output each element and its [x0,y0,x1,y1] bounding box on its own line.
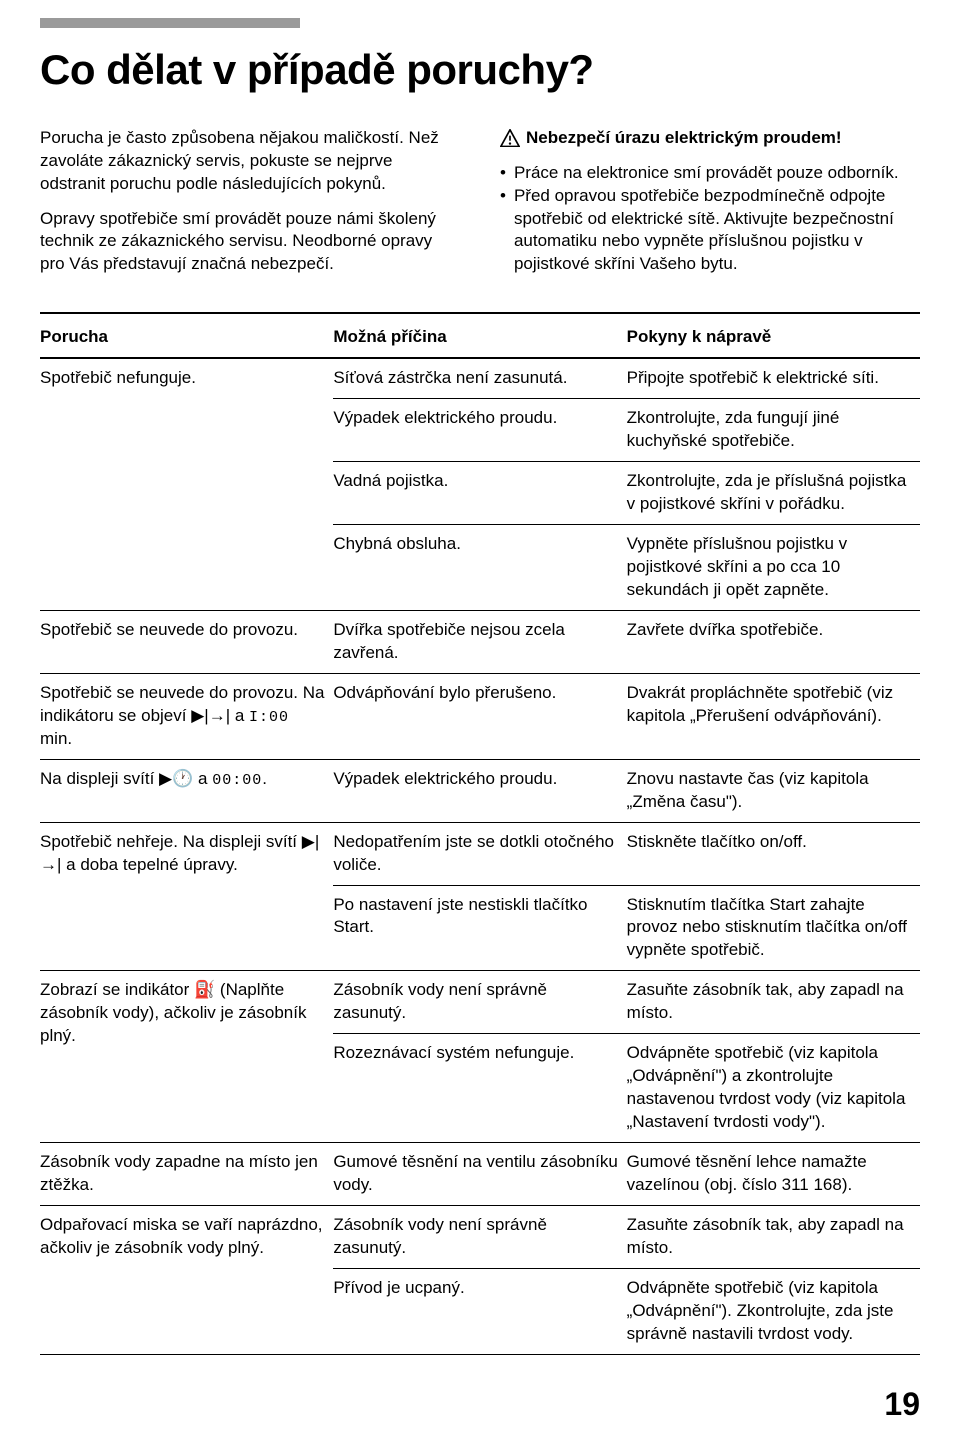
cell-remedy: Připojte spotřebič k elektrické síti. [627,358,920,398]
cell-remedy: Stisknutím tlačítka Start zahajte provoz… [627,885,920,971]
cell-cause: Po nastavení jste nestiskli tlačítko Sta… [333,885,626,971]
table-row: Spotřebič nefunguje.Síťová zástrčka není… [40,358,920,398]
table-row: Zobrazí se indikátor ⛽ (Naplňte zásobník… [40,971,920,1034]
cell-fault: Zobrazí se indikátor ⛽ (Naplňte zásobník… [40,971,333,1143]
warning-item-text: Práce na elektronice smí provádět pouze … [514,162,920,185]
cell-cause: Zásobník vody není správně zasunutý. [333,1205,626,1268]
warning-heading-text: Nebezpečí úrazu elektrickým proudem! [526,127,842,150]
intro-p1: Porucha je často způsobena nějakou malič… [40,127,460,196]
cell-fault: Spotřebič se neuvede do provozu. [40,610,333,673]
table-header-row: Porucha Možná příčina Pokyny k nápravě [40,318,920,358]
cell-cause: Síťová zástrčka není zasunutá. [333,358,626,398]
col-header-cause: Možná příčina [333,318,626,358]
symbol-icon: ▶🕐 [159,769,193,788]
cell-remedy: Znovu nastavte čas (viz kapitola „Změna … [627,759,920,822]
cell-remedy: Odvápněte spotřebič (viz kapitola „Odváp… [627,1034,920,1143]
cell-cause: Přívod je ucpaný. [333,1268,626,1354]
cell-fault: Odpařovací miska se vaří naprázdno, ačko… [40,1205,333,1354]
cell-remedy: Zkontrolujte, zda fungují jiné kuchyňské… [627,399,920,462]
intro-right: Nebezpečí úrazu elektrickým proudem! Prá… [500,127,920,289]
warning-list: Práce na elektronice smí provádět pouze … [500,162,920,277]
cell-remedy: Zasuňte zásobník tak, aby zapadl na míst… [627,1205,920,1268]
symbol-icon: ▶|→| [40,832,319,874]
page-number: 19 [40,1383,920,1426]
intro-left: Porucha je často způsobena nějakou malič… [40,127,460,289]
table-body: Spotřebič nefunguje.Síťová zástrčka není… [40,358,920,1354]
cell-fault: Zásobník vody zapadne na místo jen ztěžk… [40,1142,333,1205]
warning-icon [500,129,520,147]
table-row: Spotřebič se neuvede do provozu.Dvířka s… [40,610,920,673]
col-header-remedy: Pokyny k nápravě [627,318,920,358]
table-row: Na displeji svítí ▶🕐 a 00:00.Výpadek ele… [40,759,920,822]
warning-heading: Nebezpečí úrazu elektrickým proudem! [500,127,920,150]
cell-fault: Spotřebič nehřeje. Na displeji svítí ▶|→… [40,822,333,971]
cell-cause: Dvířka spotřebiče nejsou zcela zavřená. [333,610,626,673]
symbol-icon: ▶|→| [191,706,230,725]
seven-seg-text: 00:00 [212,772,262,789]
warning-item-text: Před opravou spotřebiče bezpodmínečně od… [514,185,920,277]
cell-cause: Výpadek elektrického proudu. [333,759,626,822]
cell-cause: Rozeznávací systém nefunguje. [333,1034,626,1143]
cell-remedy: Zkontrolujte, zda je příslušná pojistka … [627,462,920,525]
cell-remedy: Odvápněte spotřebič (viz kapitola „Odváp… [627,1268,920,1354]
cell-cause: Výpadek elektrického proudu. [333,399,626,462]
cell-remedy: Stiskněte tlačítko on/off. [627,822,920,885]
cell-cause: Nedopatřením jste se dotkli otočného vol… [333,822,626,885]
cell-fault: Spotřebič nefunguje. [40,358,333,610]
symbol-icon: ⛽ [194,980,215,999]
cell-fault: Na displeji svítí ▶🕐 a 00:00. [40,759,333,822]
seven-seg-text: I:00 [249,709,289,726]
header-bar [40,18,300,28]
warning-item: Před opravou spotřebiče bezpodmínečně od… [500,185,920,277]
cell-cause: Zásobník vody není správně zasunutý. [333,971,626,1034]
cell-cause: Chybná obsluha. [333,524,626,610]
page-title: Co dělat v případě poruchy? [40,42,920,99]
col-header-fault: Porucha [40,318,333,358]
warning-item: Práce na elektronice smí provádět pouze … [500,162,920,185]
intro-columns: Porucha je často způsobena nějakou malič… [40,127,920,289]
cell-remedy: Dvakrát propláchněte spotřebič (viz kapi… [627,673,920,759]
cell-remedy: Vypněte příslušnou pojistku v pojistkové… [627,524,920,610]
cell-cause: Odvápňování bylo přerušeno. [333,673,626,759]
cell-remedy: Zavřete dvířka spotřebiče. [627,610,920,673]
cell-remedy: Gumové těsnění lehce namažte vazelínou (… [627,1142,920,1205]
table-row: Spotřebič nehřeje. Na displeji svítí ▶|→… [40,822,920,885]
table-row: Zásobník vody zapadne na místo jen ztěžk… [40,1142,920,1205]
table-row: Odpařovací miska se vaří naprázdno, ačko… [40,1205,920,1268]
cell-cause: Vadná pojistka. [333,462,626,525]
cell-remedy: Zasuňte zásobník tak, aby zapadl na míst… [627,971,920,1034]
cell-cause: Gumové těsnění na ventilu zásobníku vody… [333,1142,626,1205]
intro-p2: Opravy spotřebiče smí provádět pouze nám… [40,208,460,277]
table-row: Spotřebič se neuvede do provozu. Na indi… [40,673,920,759]
cell-fault: Spotřebič se neuvede do provozu. Na indi… [40,673,333,759]
troubleshoot-table: Porucha Možná příčina Pokyny k nápravě S… [40,318,920,1354]
divider [40,312,920,314]
